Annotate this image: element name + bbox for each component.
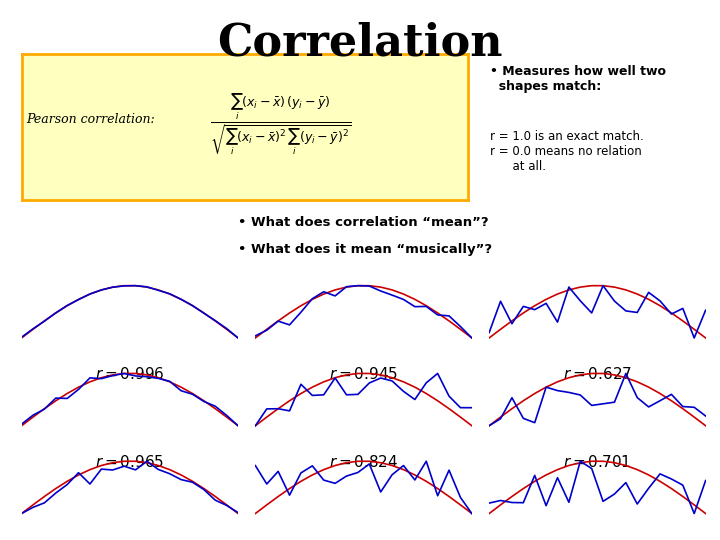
Text: $r = 0.824$: $r = 0.824$ (329, 454, 398, 470)
Text: Correlation: Correlation (217, 22, 503, 65)
Text: $r = 0.945$: $r = 0.945$ (329, 366, 398, 382)
Text: Pearson correlation:: Pearson correlation: (26, 113, 155, 126)
Text: $r = 0.627$: $r = 0.627$ (563, 366, 632, 382)
Text: $r = 0.965$: $r = 0.965$ (95, 454, 164, 470)
Text: • What does correlation “mean”?: • What does correlation “mean”? (238, 216, 488, 229)
Text: r = 1.0 is an exact match.
r = 0.0 means no relation
      at all.: r = 1.0 is an exact match. r = 0.0 means… (490, 130, 644, 173)
Text: • Measures how well two
  shapes match:: • Measures how well two shapes match: (490, 65, 665, 93)
Text: • What does it mean “musically”?: • What does it mean “musically”? (238, 243, 492, 256)
Text: $\frac{\sum_i (x_i - \bar{x})\,(y_i - \bar{y})}{\sqrt{\sum_i (x_i - \bar{x})^2\,: $\frac{\sum_i (x_i - \bar{x})\,(y_i - \b… (210, 91, 351, 157)
Text: $r = 0.701$: $r = 0.701$ (563, 454, 631, 470)
Text: $r = 0.996$: $r = 0.996$ (95, 366, 165, 382)
